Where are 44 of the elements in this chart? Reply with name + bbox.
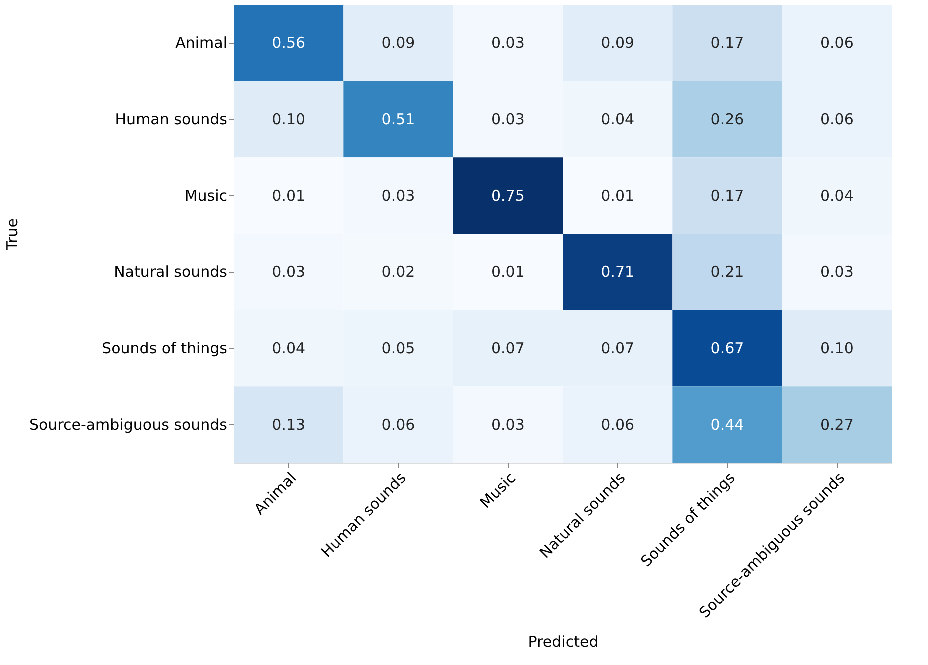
data-label: 0.03 [491, 110, 525, 128]
data-label: 0.02 [382, 263, 416, 282]
data-label: 0.10 [820, 340, 854, 358]
data-label: 0.75 [491, 186, 525, 205]
data-label: 0.51 [382, 110, 416, 128]
y-tick-label: Music [184, 186, 228, 205]
y-tick-label: Natural sounds [114, 263, 228, 282]
data-label: 0.04 [820, 186, 854, 205]
data-label: 0.27 [820, 416, 854, 434]
data-label: 0.03 [820, 263, 854, 282]
data-label: 0.06 [820, 34, 854, 52]
y-tick-label: Animal [176, 34, 228, 52]
data-label: 0.06 [601, 416, 635, 434]
data-label: 0.03 [272, 263, 306, 282]
data-label: 0.01 [272, 186, 306, 205]
data-label: 0.03 [491, 416, 525, 434]
data-label: 0.04 [272, 340, 306, 358]
data-label: 0.01 [491, 263, 525, 282]
data-label: 0.09 [601, 34, 635, 52]
data-label: 0.17 [710, 34, 744, 52]
data-label: 0.71 [601, 263, 635, 282]
x-axis-title: Predicted [528, 633, 599, 652]
data-label: 0.03 [491, 34, 525, 52]
data-label: 0.05 [382, 340, 416, 358]
data-label: 0.21 [710, 263, 744, 282]
data-label: 0.17 [710, 186, 744, 205]
y-tick-label: Source-ambiguous sounds [29, 416, 228, 434]
data-label: 0.07 [601, 340, 635, 358]
data-label: 0.44 [710, 416, 744, 434]
data-label: 0.26 [710, 110, 744, 128]
data-label: 0.67 [710, 340, 744, 358]
data-label: 0.09 [382, 34, 416, 52]
y-tick-label: Human sounds [115, 110, 228, 128]
y-axis-title: True [4, 218, 22, 252]
data-label: 0.04 [601, 110, 635, 128]
data-label: 0.01 [601, 186, 635, 205]
data-label: 0.10 [272, 110, 306, 128]
data-label: 0.56 [272, 34, 306, 52]
data-label: 0.07 [491, 340, 525, 358]
y-tick-label: Sounds of things [102, 340, 228, 358]
data-label: 0.03 [382, 186, 416, 205]
data-label: 0.13 [272, 416, 306, 434]
data-label: 0.06 [382, 416, 416, 434]
data-label: 0.06 [820, 110, 854, 128]
